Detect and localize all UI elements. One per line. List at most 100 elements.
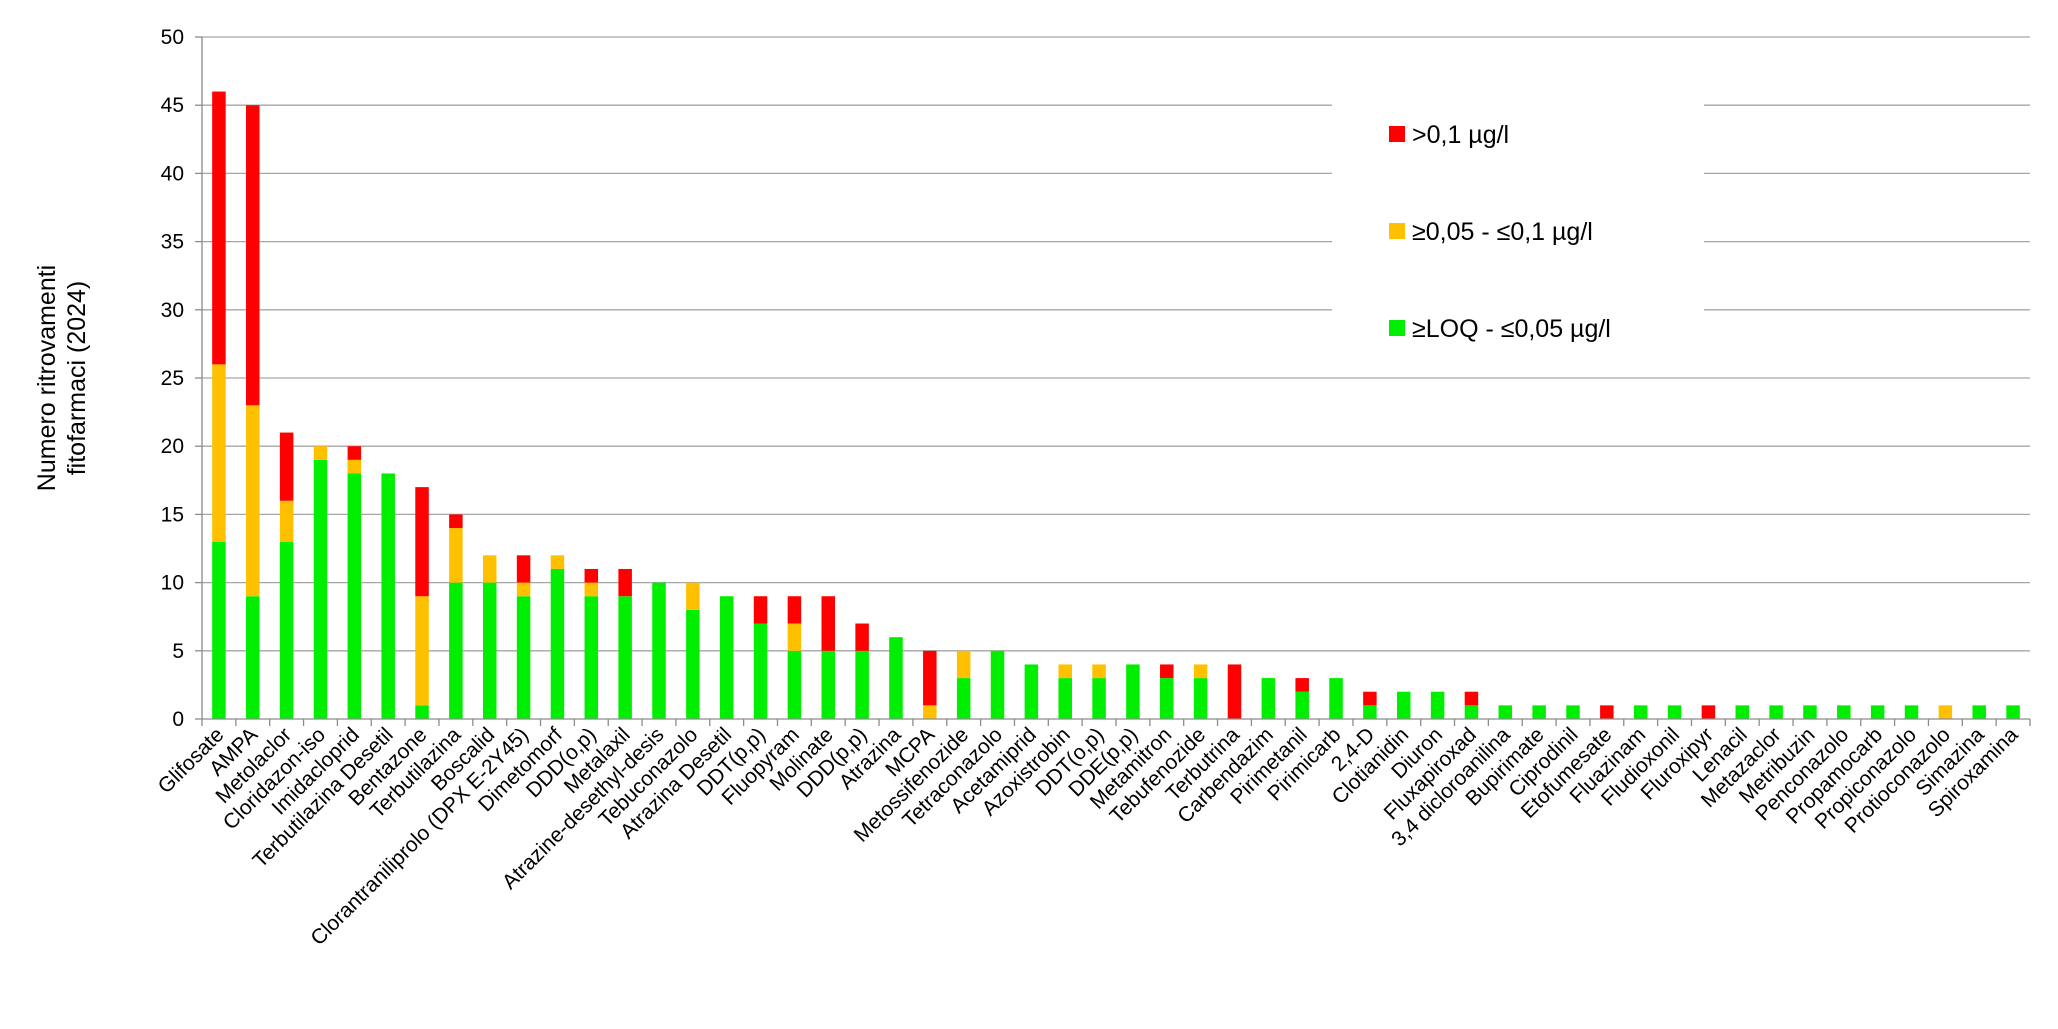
bar-segment bbox=[246, 405, 260, 597]
bar-segment bbox=[516, 596, 531, 719]
y-tick-label: 15 bbox=[161, 503, 184, 526]
bar-segment bbox=[584, 596, 599, 719]
bar-segment bbox=[415, 596, 429, 706]
bar-segment bbox=[1160, 678, 1174, 719]
bar-segment bbox=[923, 705, 937, 719]
bar-segment bbox=[1363, 705, 1377, 719]
bar-segment bbox=[1769, 705, 1783, 719]
bar-segment bbox=[1193, 678, 1208, 719]
gridlines bbox=[202, 36, 2030, 652]
bar-segment bbox=[1092, 678, 1106, 719]
y-tick-label: 10 bbox=[161, 572, 184, 595]
bar-segment bbox=[347, 473, 362, 719]
bar-segment bbox=[1193, 664, 1208, 679]
y-tick-labels: 0 5 10 15 20 25 30 35 40 45 50 bbox=[161, 26, 184, 731]
legend-swatch bbox=[1389, 223, 1405, 239]
bar-segment bbox=[279, 500, 294, 542]
bar-segment bbox=[1295, 678, 1309, 692]
bar-segment bbox=[449, 528, 463, 583]
bar-segment bbox=[787, 650, 802, 719]
bar-segment bbox=[956, 650, 971, 679]
bar-segment bbox=[855, 623, 869, 651]
bar-segment bbox=[212, 541, 226, 719]
bar-segment bbox=[1532, 705, 1546, 719]
bar-segment bbox=[1396, 691, 1411, 719]
bar-segment bbox=[1803, 705, 1817, 719]
bar-segment bbox=[1126, 664, 1140, 719]
bar-segment bbox=[1566, 705, 1580, 719]
bar-segment bbox=[347, 446, 362, 460]
bar-segment bbox=[753, 623, 768, 719]
bar-segment bbox=[1600, 705, 1614, 719]
bar-segment bbox=[1938, 705, 1953, 719]
bar-segment bbox=[1261, 678, 1276, 719]
bar-segment bbox=[415, 705, 429, 719]
bar-segment bbox=[1363, 691, 1377, 706]
bar-segment bbox=[550, 555, 565, 569]
bar-segment bbox=[1464, 691, 1479, 706]
bar-segment bbox=[1024, 664, 1039, 719]
bar-segment bbox=[212, 364, 226, 542]
bar-segment bbox=[889, 637, 903, 719]
legend-swatch bbox=[1389, 126, 1405, 142]
bar-segment bbox=[1701, 705, 1716, 719]
bar-segment bbox=[618, 568, 632, 597]
legend-label: ≥LOQ - ≤0,05 µg/l bbox=[1412, 315, 1611, 343]
bar-segment bbox=[855, 650, 869, 719]
y-tick-label: 40 bbox=[161, 162, 184, 185]
bar-segment bbox=[415, 487, 429, 597]
bar-segment bbox=[2006, 705, 2020, 719]
bar-segment bbox=[1667, 705, 1682, 719]
y-tick-label: 25 bbox=[161, 367, 184, 390]
legend: >0,1 µg/l ≥0,05 - ≤0,1 µg/l ≥LOQ - ≤0,05 µ… bbox=[1332, 100, 1704, 355]
x-category-labels: GlifosateAMPAMetolaclorCloridazon-isoImi… bbox=[154, 723, 2023, 950]
bar-segment bbox=[1464, 705, 1479, 719]
bar-segment bbox=[449, 582, 463, 719]
bar-segment bbox=[1870, 705, 1885, 719]
bar-segment bbox=[652, 582, 666, 719]
bar-segment bbox=[1058, 678, 1072, 719]
y-tick-label: 50 bbox=[161, 26, 184, 49]
bar-segment bbox=[1295, 691, 1309, 719]
bar-segment bbox=[313, 459, 328, 719]
legend-label: >0,1 µg/l bbox=[1412, 121, 1509, 149]
y-tick-label: 35 bbox=[161, 231, 184, 254]
bar-segment bbox=[212, 91, 226, 365]
bar-segment bbox=[246, 596, 260, 719]
bar-segment bbox=[990, 650, 1005, 719]
bar-segment bbox=[1430, 691, 1445, 719]
bar-segment bbox=[279, 541, 294, 719]
y-axis-title-line: Numero ritrovamenti bbox=[33, 265, 61, 491]
bar-segment bbox=[482, 555, 497, 583]
bars bbox=[212, 91, 2020, 719]
y-tick-label: 20 bbox=[161, 435, 184, 458]
y-tick-label: 45 bbox=[161, 94, 184, 117]
bar-segment bbox=[821, 596, 836, 651]
bar-segment bbox=[1498, 705, 1513, 719]
bar-segment bbox=[753, 596, 768, 624]
bar-segment bbox=[584, 568, 599, 583]
bar-segment bbox=[246, 105, 260, 406]
bar-segment bbox=[516, 555, 531, 583]
legend-label: ≥0,05 - ≤0,1 µg/l bbox=[1412, 218, 1593, 246]
bar-segment bbox=[1329, 678, 1343, 719]
bar-segment bbox=[686, 582, 700, 610]
bar-segment bbox=[550, 568, 565, 719]
bar-segment bbox=[1837, 705, 1851, 719]
bar-segment bbox=[516, 582, 531, 597]
axes bbox=[195, 36, 2031, 726]
bar-segment bbox=[1092, 664, 1106, 679]
bar-segment bbox=[1160, 664, 1174, 679]
bar-segment bbox=[1972, 705, 1986, 719]
bar-segment bbox=[787, 596, 802, 624]
bar-segment bbox=[1058, 664, 1072, 679]
bar-segment bbox=[1633, 705, 1648, 719]
bar-segment bbox=[347, 459, 362, 474]
legend-swatch bbox=[1389, 320, 1405, 336]
bar-segment bbox=[482, 582, 497, 719]
bar-segment bbox=[449, 514, 463, 529]
bar-segment bbox=[313, 446, 328, 460]
bar-segment bbox=[719, 596, 734, 719]
y-tick-label: 30 bbox=[161, 299, 184, 322]
